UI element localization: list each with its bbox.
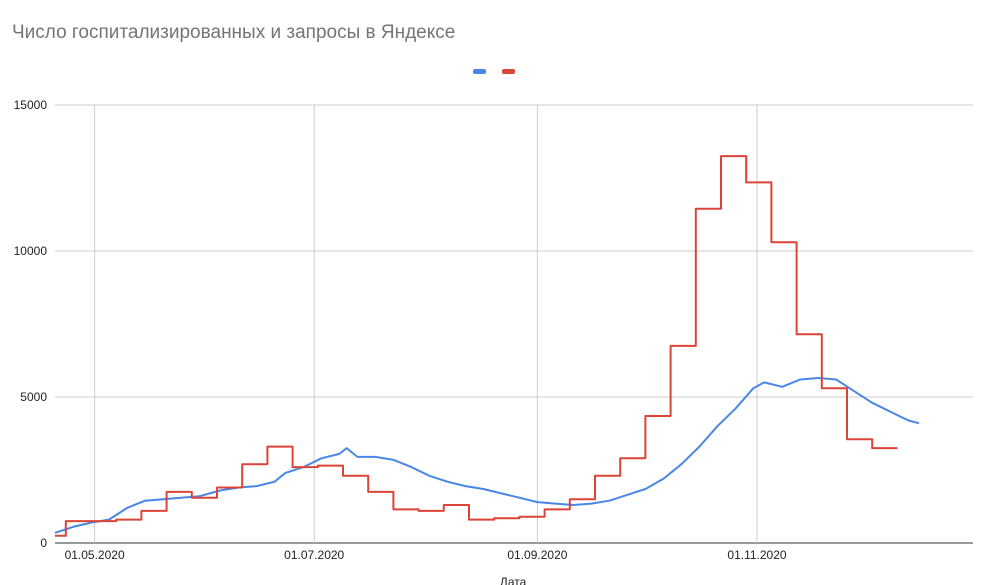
grid-layer xyxy=(55,104,973,544)
series-line-2 xyxy=(55,155,898,537)
y-tick-label: 15000 xyxy=(14,98,48,112)
x-tick-label: 01.07.2020 xyxy=(284,548,344,562)
x-tick-label: 01.11.2020 xyxy=(727,548,786,562)
legend-swatch-2 xyxy=(502,69,515,74)
y-tick-label: 5000 xyxy=(20,390,47,404)
chart-title: Число госпитализированных и запросы в Ян… xyxy=(12,22,456,43)
x-axis-title: Дата xyxy=(500,575,527,585)
axis-ticks: 0 5000 10000 15000 01.05.2020 01.07.2020 01.09… xyxy=(14,98,787,562)
legend-swatch-1 xyxy=(473,69,486,74)
x-tick-label: 01.05.2020 xyxy=(65,548,125,562)
legend xyxy=(473,69,515,74)
series-line-1 xyxy=(54,377,920,534)
y-tick-label: 0 xyxy=(40,536,47,550)
series-layer xyxy=(54,155,920,537)
y-tick-label: 10000 xyxy=(14,244,48,258)
x-tick-label: 01.09.2020 xyxy=(507,548,567,562)
